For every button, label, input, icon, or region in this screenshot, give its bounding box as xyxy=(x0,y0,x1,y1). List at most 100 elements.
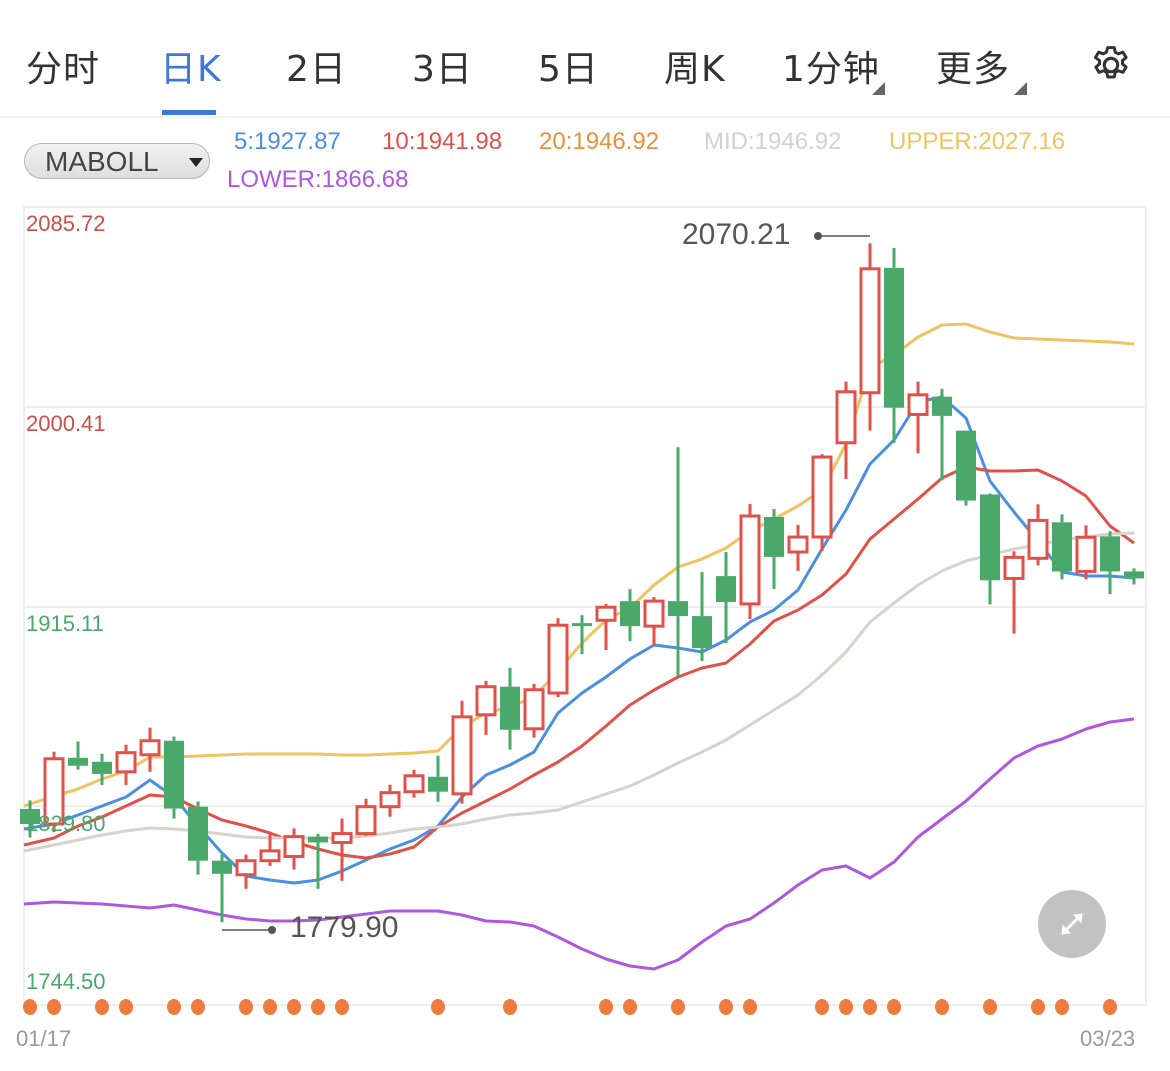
candle xyxy=(188,801,208,875)
candle xyxy=(1052,514,1072,580)
candle xyxy=(43,751,65,833)
event-marker[interactable] xyxy=(983,999,997,1015)
event-marker[interactable] xyxy=(935,999,949,1015)
y-axis-label-max: 2085.72 xyxy=(26,211,106,236)
candle xyxy=(620,589,640,642)
candle xyxy=(668,447,688,677)
candle xyxy=(259,833,281,866)
event-marker[interactable] xyxy=(287,999,301,1015)
candle xyxy=(308,833,328,889)
candle xyxy=(547,618,569,697)
event-marker[interactable] xyxy=(839,999,853,1015)
candle xyxy=(932,388,952,481)
min-price-annotation: 1779.90 xyxy=(290,911,399,944)
candle xyxy=(523,683,545,738)
event-marker[interactable] xyxy=(503,999,517,1015)
event-marker[interactable] xyxy=(47,999,61,1015)
legend-mid: MID:1946.92 xyxy=(704,128,842,155)
event-marker[interactable] xyxy=(623,999,637,1015)
candle xyxy=(811,454,833,552)
event-marker[interactable] xyxy=(887,999,901,1015)
legend-lower: LOWER:1866.68 xyxy=(227,166,409,193)
candle xyxy=(1003,551,1025,634)
y-axis-label: 1915.11 xyxy=(26,611,104,636)
event-marker[interactable] xyxy=(719,999,733,1015)
candle xyxy=(451,700,473,804)
legend-ma10: 10:1941.98 xyxy=(382,128,503,155)
candle xyxy=(500,667,520,750)
event-marker[interactable] xyxy=(263,999,277,1015)
candle xyxy=(739,504,761,620)
candle xyxy=(68,741,88,770)
event-marker[interactable] xyxy=(335,999,349,1015)
candle xyxy=(475,680,497,735)
chevron-down-icon xyxy=(189,158,203,167)
event-marker[interactable] xyxy=(815,999,829,1015)
legend-ma5: 5:1927.87 xyxy=(234,128,341,155)
event-marker[interactable] xyxy=(23,999,37,1015)
candle xyxy=(595,603,617,650)
candle xyxy=(212,854,232,923)
event-marker[interactable] xyxy=(1055,999,1069,1015)
y-axis-label: 1829.80 xyxy=(26,811,106,836)
event-marker[interactable] xyxy=(119,999,133,1015)
event-marker[interactable] xyxy=(743,999,757,1015)
candle xyxy=(907,381,929,454)
dropdown-caret-icon xyxy=(1014,82,1027,95)
tab-1-minute[interactable]: 1分钟 xyxy=(782,49,880,90)
fullscreen-button[interactable] xyxy=(1038,890,1106,958)
candle xyxy=(692,572,712,661)
tab-more[interactable]: 更多 xyxy=(936,49,1011,90)
candle xyxy=(428,755,448,802)
max-leader-dot xyxy=(814,232,822,240)
x-axis-label-start: 01/17 xyxy=(16,1026,72,1051)
candle xyxy=(1027,504,1049,566)
event-marker[interactable] xyxy=(599,999,613,1015)
candle xyxy=(139,727,161,772)
event-marker[interactable] xyxy=(95,999,109,1015)
candle xyxy=(92,753,112,785)
dropdown-caret-icon xyxy=(872,82,885,95)
min-leader-dot xyxy=(268,926,276,934)
event-marker[interactable] xyxy=(863,999,877,1015)
line-ma10 xyxy=(23,465,1135,860)
event-marker[interactable] xyxy=(191,999,205,1015)
legend-ma20: 20:1946.92 xyxy=(539,128,660,155)
candle xyxy=(235,854,257,889)
gear-icon[interactable] xyxy=(1088,42,1134,88)
tab-weekly-k[interactable]: 周K xyxy=(664,49,726,90)
event-marker[interactable] xyxy=(239,999,253,1015)
candle xyxy=(884,247,904,443)
candle xyxy=(787,524,809,571)
tab-intraday[interactable]: 分时 xyxy=(26,49,101,90)
event-marker[interactable] xyxy=(311,999,325,1015)
y-axis-label-min: 1744.50 xyxy=(26,969,106,994)
candle xyxy=(164,736,184,819)
candle xyxy=(1075,525,1097,580)
expand-arrows-icon xyxy=(1061,913,1083,935)
y-axis-label: 2000.41 xyxy=(26,411,106,436)
candle xyxy=(379,784,401,817)
tab-5-day[interactable]: 5日 xyxy=(538,49,599,90)
active-tab-indicator xyxy=(162,110,216,115)
line-mid xyxy=(23,531,1135,853)
line-lower xyxy=(23,717,1135,971)
candle xyxy=(355,798,377,836)
candle xyxy=(835,381,857,480)
candle xyxy=(956,430,976,506)
candle xyxy=(716,552,736,643)
tab-daily-k[interactable]: 日K xyxy=(160,49,222,90)
tab-3-day[interactable]: 3日 xyxy=(412,49,473,90)
candle xyxy=(980,493,1000,605)
tab-2-day[interactable]: 2日 xyxy=(286,49,347,90)
line-upper xyxy=(23,322,1135,808)
indicator-select[interactable]: MABOLL xyxy=(24,143,210,179)
event-marker[interactable] xyxy=(1031,999,1045,1015)
event-marker[interactable] xyxy=(431,999,445,1015)
candle xyxy=(764,508,784,589)
event-marker[interactable] xyxy=(671,999,685,1015)
event-marker[interactable] xyxy=(167,999,181,1015)
x-axis-label-end: 03/23 xyxy=(1080,1026,1136,1051)
event-marker[interactable] xyxy=(1103,999,1117,1015)
